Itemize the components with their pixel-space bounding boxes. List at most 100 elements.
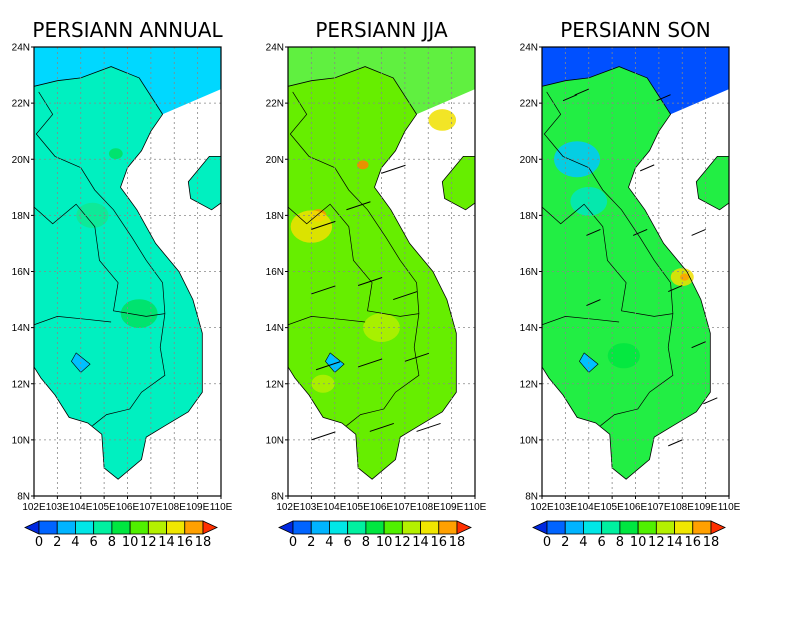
colorbar-label: 12 [394, 535, 411, 550]
wind-vector [668, 285, 683, 292]
lat-tick-label: 14N [520, 323, 538, 334]
wind-vector [656, 94, 671, 102]
rainfall-contour [76, 202, 109, 228]
panel-title: PERSIANN JJA [315, 18, 448, 42]
country-border [542, 203, 673, 317]
hainan-field [442, 156, 475, 210]
hainan-field [188, 156, 221, 210]
lat-tick-label: 10N [266, 435, 284, 446]
colorbar-label: 10 [376, 535, 393, 550]
colorbar-swatch [365, 520, 385, 535]
country-border [35, 91, 166, 427]
colorbar-swatch [401, 520, 421, 535]
hainan-coastline [187, 155, 221, 211]
colorbar-label: 4 [71, 535, 79, 550]
lon-tick-label: 102E [22, 502, 46, 513]
lon-tick-label: 106E [370, 502, 394, 513]
wind-vector [381, 164, 406, 174]
colorbar-over-arrow [456, 520, 472, 535]
country-border [288, 203, 419, 317]
colorbar-label: 10 [122, 535, 139, 550]
colorbar-swatch [310, 520, 330, 535]
hainan-field [696, 156, 729, 210]
lat-tick-label: 20N [266, 155, 284, 166]
colorbar-swatch [75, 520, 95, 535]
colorbar-label: 18 [195, 535, 212, 550]
colorbar-label: 16 [685, 535, 702, 550]
wind-vector [357, 358, 383, 368]
wind-vector [691, 341, 706, 349]
colorbar-under-arrow [278, 520, 294, 535]
country-border [34, 203, 165, 317]
lon-tick-label: 102E [530, 502, 554, 513]
lon-tick-label: 107E [393, 502, 417, 513]
colorbar-label: 0 [543, 535, 551, 550]
country-border [289, 91, 420, 427]
coastline [542, 66, 711, 480]
lon-tick-label: 108E [417, 502, 441, 513]
lat-tick-label: 20N [12, 155, 30, 166]
colorbar-label: 4 [579, 535, 587, 550]
lon-tick-label: 105E [346, 502, 370, 513]
lon-tick-label: 109E [440, 502, 464, 513]
colorbar-label: 18 [703, 535, 720, 550]
colorbar: 0 2 4 6 8 10 12 14 16 18 [532, 520, 726, 550]
rainfall-contour [570, 186, 608, 216]
wind-vector [393, 291, 418, 301]
wind-vector [632, 228, 648, 236]
lon-tick-label: 104E [323, 502, 347, 513]
lat-tick-label: 18N [520, 211, 538, 222]
wind-vector [369, 422, 394, 432]
rainfall-contour [428, 109, 457, 131]
lon-tick-label: 106E [116, 502, 140, 513]
lat-tick-label: 14N [266, 323, 284, 334]
lon-tick-label: 104E [577, 502, 601, 513]
colorbar-label: 10 [630, 535, 647, 550]
wind-vector [357, 277, 383, 287]
colorbar-swatch [147, 520, 167, 535]
colorbar-swatch [383, 520, 403, 535]
rainfall-contour [357, 160, 369, 170]
colorbar-label: 14 [158, 535, 175, 550]
colorbar-swatch [655, 520, 675, 535]
colorbar-swatch [347, 520, 367, 535]
lat-tick-label: 12N [12, 379, 30, 390]
colorbar-swatch [111, 520, 131, 535]
lat-tick-label: 24N [520, 43, 538, 54]
colorbar-label: 4 [325, 535, 333, 550]
colorbar-label: 8 [362, 535, 370, 550]
colorbar-swatch [38, 520, 58, 535]
country-border [543, 91, 674, 427]
lat-tick-label: 8N [17, 492, 30, 503]
hainan-coastline [441, 155, 475, 211]
lat-tick-label: 18N [12, 211, 30, 222]
wind-vector [404, 352, 430, 362]
lon-tick-label: 108E [671, 502, 695, 513]
colorbar-swatch [619, 520, 639, 535]
colorbar-label: 6 [90, 535, 98, 550]
lon-tick-label: 109E [186, 502, 210, 513]
colorbar-label: 2 [561, 535, 569, 550]
colorbar-swatch [564, 520, 584, 535]
colorbar-label: 16 [177, 535, 194, 550]
lon-tick-label: 102E [276, 502, 300, 513]
lon-tick-label: 104E [69, 502, 93, 513]
lon-tick-label: 103E [46, 502, 70, 513]
colorbar-label: 2 [53, 535, 61, 550]
wind-vector [668, 439, 683, 447]
coastline [34, 66, 203, 480]
panel-title: PERSIANN SON [560, 18, 711, 42]
colorbar-label: 0 [35, 535, 43, 550]
colorbar-label: 2 [307, 535, 315, 550]
map-panel-3: PERSIANN SON24N22N20N18N16N14N12N10N8N10… [520, 18, 741, 550]
lon-tick-label: 103E [300, 502, 324, 513]
colorbar-swatch [420, 520, 440, 535]
colorbar-over-arrow [202, 520, 218, 535]
wind-vector [562, 94, 578, 102]
colorbar-label: 0 [289, 535, 297, 550]
wind-vector [640, 164, 655, 172]
colorbar-swatch [546, 520, 566, 535]
wind-vector [311, 285, 336, 295]
